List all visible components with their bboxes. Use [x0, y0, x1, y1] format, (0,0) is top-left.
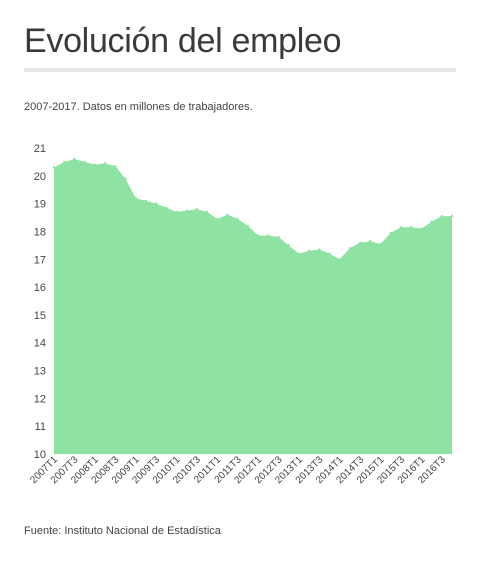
y-tick-label: 19	[34, 199, 46, 211]
y-tick-label: 15	[34, 310, 46, 322]
data-point	[297, 252, 301, 255]
employment-area	[54, 159, 452, 454]
data-point	[195, 208, 199, 211]
data-point	[114, 164, 117, 168]
y-tick-label: 21	[34, 143, 46, 155]
data-point	[369, 239, 372, 243]
chart-subtitle: 2007-2017. Datos en millones de trabajad…	[24, 101, 253, 113]
data-point	[83, 160, 86, 164]
data-point	[226, 213, 229, 216]
data-point	[338, 258, 341, 261]
data-point	[52, 166, 56, 169]
data-point	[318, 248, 321, 251]
data-point	[267, 234, 270, 237]
y-tick-label: 10	[34, 449, 46, 461]
data-point	[134, 196, 137, 200]
data-point	[185, 209, 188, 212]
data-point	[124, 177, 127, 180]
data-point	[379, 242, 382, 246]
x-axis: 2007T12007T32008T12008T32009T12009T32010…	[28, 454, 448, 486]
data-point	[205, 210, 209, 214]
data-point	[399, 226, 403, 229]
data-point	[73, 157, 76, 161]
data-point	[389, 231, 392, 235]
data-point	[236, 217, 239, 221]
data-point	[328, 252, 331, 255]
data-point	[420, 227, 423, 230]
y-tick-label: 18	[34, 226, 46, 238]
y-tick-label: 11	[35, 421, 46, 433]
plot-area	[52, 157, 454, 454]
data-point	[277, 235, 280, 239]
y-tick-label: 20	[34, 171, 46, 183]
data-point	[256, 234, 260, 237]
data-point	[348, 246, 352, 250]
y-tick-label: 17	[34, 254, 46, 266]
data-point	[440, 214, 443, 218]
data-point	[450, 214, 454, 218]
data-point	[103, 162, 107, 165]
data-point	[144, 199, 148, 203]
data-point	[175, 210, 178, 214]
data-point	[63, 160, 66, 164]
data-point	[430, 220, 433, 223]
data-point	[307, 249, 311, 253]
page-title: Evolución del empleo	[24, 22, 342, 60]
y-tick-label: 12	[34, 393, 46, 405]
y-axis: 10 11 12 13 14 15 16 17 18 19 20 21	[34, 143, 46, 461]
data-point	[216, 217, 219, 221]
data-point	[358, 241, 362, 244]
data-point	[246, 224, 250, 228]
source-note: Fuente: Instituto Nacional de Estadístic…	[24, 525, 221, 537]
data-point	[165, 206, 168, 210]
title-divider	[24, 68, 456, 72]
data-point	[409, 226, 413, 229]
data-point	[154, 202, 158, 205]
employment-area-chart: 10 11 12 13 14 15 16 17 18 19 20 21 2007T12007T3200…	[28, 143, 454, 486]
y-tick-label: 16	[34, 282, 46, 294]
data-point	[287, 244, 290, 247]
y-tick-label: 13	[34, 366, 46, 378]
data-point	[93, 163, 97, 166]
y-tick-label: 14	[34, 338, 46, 350]
